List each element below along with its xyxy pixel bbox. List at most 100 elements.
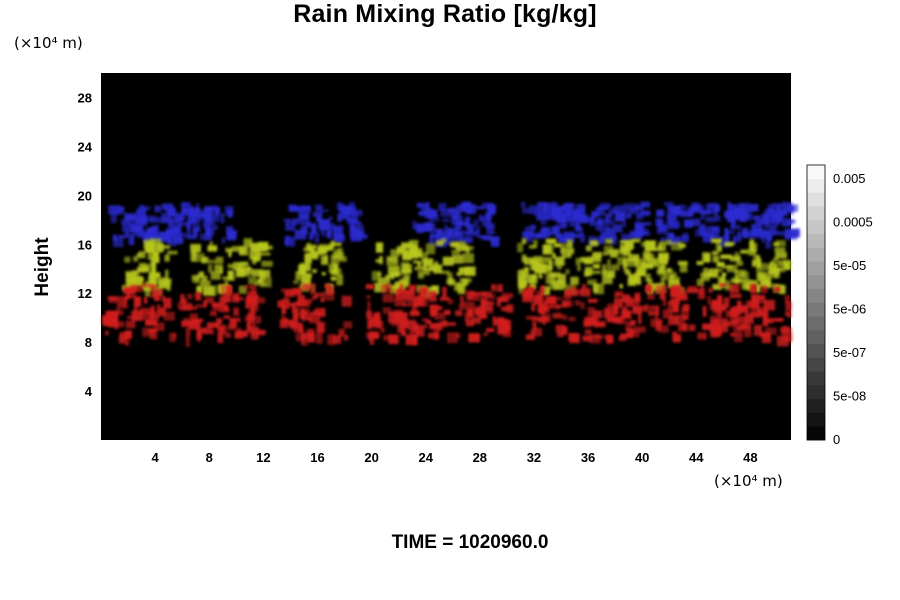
rain-cell <box>367 317 380 329</box>
rain-cell <box>540 220 547 225</box>
rain-cell <box>708 287 713 293</box>
rain-cell <box>151 225 159 232</box>
rain-cell <box>542 316 546 325</box>
rain-cell <box>712 256 720 263</box>
rain-cell <box>289 322 297 329</box>
rain-cell <box>775 252 787 259</box>
rain-cell <box>206 217 216 226</box>
rain-cell <box>435 234 446 244</box>
rain-cell <box>592 253 602 263</box>
rain-cell <box>203 300 208 308</box>
rain-cell <box>768 263 778 274</box>
rain-cell <box>127 315 139 319</box>
rain-cell <box>215 325 227 329</box>
rain-cell <box>720 254 732 259</box>
rain-cell <box>441 270 450 275</box>
rain-cell <box>134 285 143 293</box>
rain-cell <box>760 285 768 294</box>
rain-cell <box>154 322 165 331</box>
rain-cell <box>433 264 443 274</box>
rain-cell <box>451 216 463 226</box>
x-axis-unit: (×10⁴ m) <box>714 472 783 490</box>
rain-cell <box>285 237 296 247</box>
rain-cell <box>218 327 225 331</box>
rain-cell <box>147 275 160 285</box>
rain-cell <box>773 318 784 322</box>
rain-cell <box>475 306 483 311</box>
rain-cell <box>696 279 704 287</box>
plot-area <box>101 73 791 440</box>
rain-cell <box>557 330 564 338</box>
rain-cell <box>498 296 510 302</box>
rain-cell <box>615 205 623 217</box>
rain-cell <box>661 291 666 300</box>
rain-cell <box>606 334 614 344</box>
rain-cell <box>543 202 555 213</box>
rain-cell <box>423 269 431 276</box>
rain-cell <box>179 233 186 236</box>
rain-cell <box>433 329 440 340</box>
rain-cell <box>716 215 721 222</box>
rain-cell <box>128 294 137 299</box>
colorbar-step <box>807 165 825 180</box>
rain-cell <box>530 329 536 340</box>
rain-cell <box>648 310 655 316</box>
rain-cell <box>429 237 434 246</box>
rain-cell <box>200 213 211 217</box>
rain-cell <box>520 269 525 277</box>
rain-cell <box>625 269 630 275</box>
rain-cell <box>753 215 761 221</box>
rain-cell <box>423 258 434 267</box>
rain-cell <box>108 318 118 324</box>
rain-cell <box>481 218 491 227</box>
rain-cell <box>463 301 475 310</box>
rain-cell <box>680 210 692 217</box>
rain-cell <box>285 223 296 231</box>
rain-cell <box>114 321 125 328</box>
rain-cell <box>473 219 479 227</box>
rain-cell <box>759 332 770 338</box>
rain-cell <box>161 295 165 302</box>
rain-cell <box>662 296 666 307</box>
rain-cell <box>128 234 135 245</box>
rain-cell <box>324 255 328 263</box>
rain-cell <box>149 315 159 322</box>
rain-cell <box>377 272 382 276</box>
rain-cell <box>404 271 410 279</box>
rain-cell <box>547 231 555 236</box>
rain-cell <box>254 282 266 286</box>
rain-cell <box>552 253 556 259</box>
rain-cell <box>785 311 790 316</box>
rain-cell <box>223 293 231 303</box>
rain-cell <box>738 203 750 211</box>
rain-cell <box>316 333 323 344</box>
rain-cell <box>440 209 453 217</box>
rain-cell <box>764 210 776 219</box>
rain-cell <box>733 334 743 343</box>
rain-cell <box>647 294 655 300</box>
rain-cell <box>297 326 304 334</box>
rain-cell <box>644 240 656 251</box>
rain-cell <box>636 214 644 220</box>
rain-cell <box>699 210 711 215</box>
rain-cell <box>729 255 741 262</box>
rain-cell <box>328 263 336 273</box>
rain-cell <box>667 211 677 221</box>
rain-cell <box>763 299 775 311</box>
rain-cell <box>246 322 251 332</box>
rain-cell <box>525 334 534 340</box>
rain-cell <box>706 203 718 214</box>
rain-cell <box>531 303 536 312</box>
rain-cell <box>401 329 406 337</box>
rain-cell <box>683 316 689 320</box>
rain-field <box>101 201 800 347</box>
rain-cell <box>751 299 759 309</box>
rain-cell <box>761 333 772 344</box>
rain-cell <box>718 236 730 247</box>
rain-cell <box>121 218 131 225</box>
rain-cell <box>220 284 229 295</box>
rain-cell <box>700 285 704 295</box>
rain-cell <box>734 269 746 277</box>
rain-cell <box>142 312 155 320</box>
